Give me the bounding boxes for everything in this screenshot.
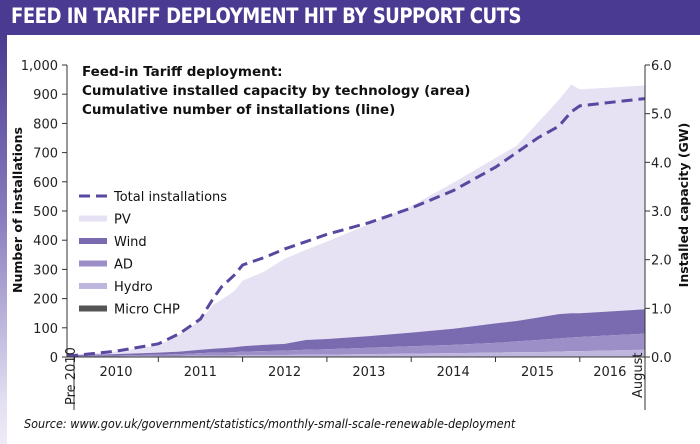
x-tick-label: 2014 xyxy=(437,365,470,380)
right-axis-ticks: 0.0 1.0 2.0 3.0 4.0 5.0 6.0 xyxy=(645,59,672,366)
area-layers xyxy=(67,84,645,357)
area-hydro xyxy=(67,349,645,357)
right-tick-label: 4.0 xyxy=(651,156,672,171)
x-axis-ticks: 2010 2011 2012 2013 2014 2015 2016 xyxy=(99,357,626,380)
right-tick-label: 1.0 xyxy=(651,302,672,317)
x-tick-label: 2015 xyxy=(521,365,554,380)
x-tick-label: 2016 xyxy=(593,365,626,380)
right-axis-title: Installed capacity (GW) xyxy=(676,123,691,288)
left-tick-label: 1,000 xyxy=(21,59,58,74)
chart-title-line-1: Feed-in Tariff deployment: xyxy=(82,64,283,80)
x-tick-label: 2012 xyxy=(268,365,301,380)
legend-label: Total installations xyxy=(113,190,227,205)
right-tick-label: 5.0 xyxy=(651,108,672,123)
legend-swatch xyxy=(79,305,107,312)
legend-label: PV xyxy=(114,213,131,228)
legend-label: Hydro xyxy=(114,280,153,295)
legend: Total installations PV Wind AD Hydro Micro CH… xyxy=(79,190,227,318)
legend-swatch xyxy=(79,260,107,267)
left-tick-label: 100 xyxy=(33,322,58,337)
x-tick-label: 2011 xyxy=(184,365,217,380)
left-tick-label: 300 xyxy=(33,263,58,278)
left-tick-label: 200 xyxy=(33,293,58,308)
area-ad xyxy=(67,333,645,357)
header-bar: FEED IN TARIFF DEPLOYMENT HIT BY SUPPORT… xyxy=(0,0,700,35)
area-pv xyxy=(67,84,645,356)
left-tick-label: 800 xyxy=(33,117,58,132)
legend-swatch xyxy=(79,215,107,222)
chart-title-line-3: Cumulative number of installations (line… xyxy=(82,102,395,118)
right-tick-label: 3.0 xyxy=(651,205,672,220)
x-start-label: Pre 2010 xyxy=(64,347,79,405)
legend-item-total-installations: Total installations xyxy=(79,190,227,205)
right-tick-label: 0.0 xyxy=(651,351,672,366)
decorative-side-band xyxy=(0,35,7,444)
legend-label: Wind xyxy=(114,235,147,250)
x-end-label: August xyxy=(631,353,646,399)
x-tick-label: 2010 xyxy=(99,365,132,380)
legend-item-ad: AD xyxy=(79,258,133,273)
legend-item-hydro: Hydro xyxy=(79,280,153,295)
right-tick-label: 6.0 xyxy=(651,59,672,74)
left-tick-label: 600 xyxy=(33,176,58,191)
left-tick-label: 400 xyxy=(33,234,58,249)
left-axis-title: Number of installations xyxy=(10,127,25,293)
legend-label: AD xyxy=(114,258,133,273)
left-tick-label: 500 xyxy=(33,205,58,220)
legend-item-pv: PV xyxy=(79,213,131,228)
page-title: FEED IN TARIFF DEPLOYMENT HIT BY SUPPORT… xyxy=(11,4,521,28)
legend-item-wind: Wind xyxy=(79,235,147,250)
left-axis-ticks: 0 100 200 300 400 500 600 700 800 900 1,000 xyxy=(21,59,67,366)
area-wind xyxy=(67,309,645,357)
legend-swatch xyxy=(79,238,107,244)
left-tick-label: 0 xyxy=(50,351,58,366)
x-tick-label: 2013 xyxy=(352,365,385,380)
legend-swatch xyxy=(79,283,107,289)
left-tick-label: 900 xyxy=(33,88,58,103)
chart-title-line-2: Cumulative installed capacity by technol… xyxy=(82,83,470,99)
left-tick-label: 700 xyxy=(33,147,58,162)
legend-item-micro-chp: Micro CHP xyxy=(79,303,180,318)
source-note: Source: www.gov.uk/government/statistics… xyxy=(24,416,516,431)
right-tick-label: 2.0 xyxy=(651,254,672,269)
total-installations-line xyxy=(67,97,646,358)
legend-label: Micro CHP xyxy=(114,303,180,318)
